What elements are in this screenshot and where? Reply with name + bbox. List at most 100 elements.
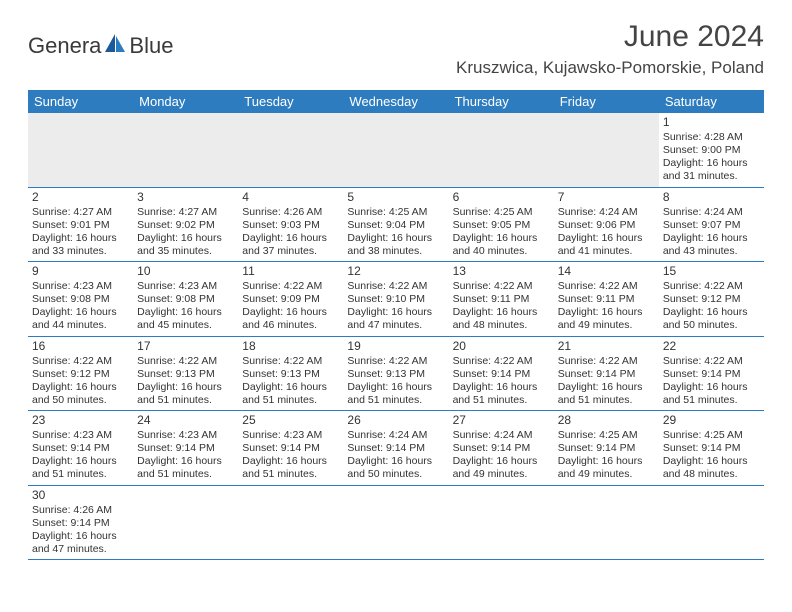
day-sunrise: Sunrise: 4:23 AM bbox=[242, 429, 339, 442]
day-sunset: Sunset: 9:14 PM bbox=[453, 442, 550, 455]
day-number: 21 bbox=[558, 339, 655, 354]
day-cell: 29Sunrise: 4:25 AMSunset: 9:14 PMDayligh… bbox=[659, 411, 764, 485]
day-sunrise: Sunrise: 4:24 AM bbox=[347, 429, 444, 442]
day-cell bbox=[554, 113, 659, 187]
day-sunset: Sunset: 9:05 PM bbox=[453, 219, 550, 232]
day-sunset: Sunset: 9:12 PM bbox=[663, 293, 760, 306]
day-d2: and 41 minutes. bbox=[558, 245, 655, 258]
day-sunset: Sunset: 9:14 PM bbox=[242, 442, 339, 455]
day-sunset: Sunset: 9:14 PM bbox=[453, 368, 550, 381]
day-number: 11 bbox=[242, 264, 339, 279]
day-number: 9 bbox=[32, 264, 129, 279]
day-header-fri: Friday bbox=[554, 90, 659, 113]
day-sunset: Sunset: 9:11 PM bbox=[558, 293, 655, 306]
day-sunrise: Sunrise: 4:25 AM bbox=[558, 429, 655, 442]
day-d2: and 51 minutes. bbox=[453, 394, 550, 407]
day-cell: 27Sunrise: 4:24 AMSunset: 9:14 PMDayligh… bbox=[449, 411, 554, 485]
day-number: 30 bbox=[32, 488, 129, 503]
calendar: Sunday Monday Tuesday Wednesday Thursday… bbox=[28, 90, 764, 560]
day-cell: 4Sunrise: 4:26 AMSunset: 9:03 PMDaylight… bbox=[238, 188, 343, 262]
week-row: 9Sunrise: 4:23 AMSunset: 9:08 PM Daylight… bbox=[28, 262, 764, 337]
day-cell: 6Sunrise: 4:25 AMSunset: 9:05 PMDaylight… bbox=[449, 188, 554, 262]
day-d1: Daylight: 16 hours bbox=[453, 306, 550, 319]
day-sunrise: Sunrise: 4:22 AM bbox=[242, 280, 339, 293]
day-sunset: Sunset: 9:14 PM bbox=[32, 517, 129, 530]
day-sunrise: Sunrise: 4:27 AM bbox=[137, 206, 234, 219]
day-d1: Daylight: 16 hours bbox=[663, 455, 760, 468]
day-cell: 18Sunrise: 4:22 AMSunset: 9:13 PMDayligh… bbox=[238, 337, 343, 411]
day-d1: Daylight: 16 hours bbox=[137, 381, 234, 394]
day-number: 13 bbox=[453, 264, 550, 279]
day-sunrise: Sunrise: 4:22 AM bbox=[242, 355, 339, 368]
day-cell bbox=[238, 113, 343, 187]
day-sunset: Sunset: 9:02 PM bbox=[137, 219, 234, 232]
day-d1: Daylight: 16 hours bbox=[663, 232, 760, 245]
day-sunset: Sunset: 9:06 PM bbox=[558, 219, 655, 232]
logo: Genera Blue bbox=[28, 32, 173, 59]
day-d1: Daylight: 16 hours bbox=[242, 381, 339, 394]
day-cell: 30Sunrise: 4:26 AMSunset: 9:14 PMDayligh… bbox=[28, 486, 133, 560]
day-d1: Daylight: 16 hours bbox=[558, 306, 655, 319]
day-sunset: Sunset: 9:10 PM bbox=[347, 293, 444, 306]
day-cell bbox=[133, 486, 238, 560]
day-sunrise: Sunrise: 4:22 AM bbox=[137, 355, 234, 368]
day-sunset: Sunset: 9:14 PM bbox=[558, 442, 655, 455]
day-cell: 21Sunrise: 4:22 AMSunset: 9:14 PMDayligh… bbox=[554, 337, 659, 411]
day-sunrise: Sunrise: 4:26 AM bbox=[242, 206, 339, 219]
day-d2: and 51 minutes. bbox=[137, 468, 234, 481]
day-d1: Daylight: 16 hours bbox=[347, 232, 444, 245]
day-sunset: Sunset: 9:13 PM bbox=[242, 368, 339, 381]
week-row: 16Sunrise: 4:22 AMSunset: 9:12 PMDayligh… bbox=[28, 337, 764, 412]
month-title: June 2024 bbox=[456, 20, 764, 54]
day-d2: and 51 minutes. bbox=[32, 468, 129, 481]
day-d1: Daylight: 16 hours bbox=[347, 455, 444, 468]
title-block: June 2024 Kruszwica, Kujawsko-Pomorskie,… bbox=[456, 20, 764, 78]
day-sunrise: Sunrise: 4:22 AM bbox=[558, 280, 655, 293]
day-number: 7 bbox=[558, 190, 655, 205]
weeks-container: 1Sunrise: 4:28 AMSunset: 9:00 PMDaylight… bbox=[28, 113, 764, 560]
day-d2: and 38 minutes. bbox=[347, 245, 444, 258]
day-sunset: Sunset: 9:00 PM bbox=[663, 144, 760, 157]
day-number: 24 bbox=[137, 413, 234, 428]
day-number: 25 bbox=[242, 413, 339, 428]
day-sunrise: Sunrise: 4:24 AM bbox=[663, 206, 760, 219]
day-cell: 20Sunrise: 4:22 AMSunset: 9:14 PMDayligh… bbox=[449, 337, 554, 411]
day-number: 29 bbox=[663, 413, 760, 428]
day-number: 2 bbox=[32, 190, 129, 205]
day-d2: and 31 minutes. bbox=[663, 170, 760, 183]
day-sunrise: Sunrise: 4:24 AM bbox=[453, 429, 550, 442]
day-d1: Daylight: 16 hours bbox=[663, 306, 760, 319]
day-d1: Daylight: 16 hours bbox=[453, 455, 550, 468]
day-d2: and 49 minutes. bbox=[453, 468, 550, 481]
week-row: 2 Sunrise: 4:27 AM Sunset: 9:01 PM Daylight… bbox=[28, 188, 764, 263]
day-d1: Daylight: 16 hours bbox=[663, 157, 760, 170]
day-sunset: Sunset: 9:14 PM bbox=[558, 368, 655, 381]
day-number: 10 bbox=[137, 264, 234, 279]
location: Kruszwica, Kujawsko-Pomorskie, Poland bbox=[456, 58, 764, 78]
day-d2: and 51 minutes. bbox=[558, 394, 655, 407]
day-d1: Daylight: 16 hours bbox=[32, 530, 129, 543]
day-number: 15 bbox=[663, 264, 760, 279]
day-sunset: Sunset: 9:01 PM bbox=[32, 219, 129, 232]
day-sunrise: Sunrise: 4:23 AM bbox=[32, 280, 129, 293]
day-d2: and 33 minutes. bbox=[32, 245, 129, 258]
day-sunset: Sunset: 9:13 PM bbox=[137, 368, 234, 381]
page-header: Genera Blue June 2024 Kruszwica, Kujawsk… bbox=[0, 0, 792, 84]
day-cell bbox=[554, 486, 659, 560]
day-number: 19 bbox=[347, 339, 444, 354]
day-sunset: Sunset: 9:08 PM bbox=[32, 293, 129, 306]
day-d2: and 49 minutes. bbox=[558, 319, 655, 332]
day-cell bbox=[238, 486, 343, 560]
day-sunset: Sunset: 9:11 PM bbox=[453, 293, 550, 306]
sail-icon bbox=[103, 32, 127, 59]
day-d1: Daylight: 16 hours bbox=[137, 455, 234, 468]
day-number: 27 bbox=[453, 413, 550, 428]
day-d1: Daylight: 16 hours bbox=[558, 381, 655, 394]
day-number: 23 bbox=[32, 413, 129, 428]
day-sunrise: Sunrise: 4:22 AM bbox=[347, 355, 444, 368]
day-d2: and 47 minutes. bbox=[347, 319, 444, 332]
day-d2: and 45 minutes. bbox=[137, 319, 234, 332]
day-sunset: Sunset: 9:12 PM bbox=[32, 368, 129, 381]
day-cell: 11Sunrise: 4:22 AMSunset: 9:09 PMDayligh… bbox=[238, 262, 343, 336]
day-header-tue: Tuesday bbox=[238, 90, 343, 113]
